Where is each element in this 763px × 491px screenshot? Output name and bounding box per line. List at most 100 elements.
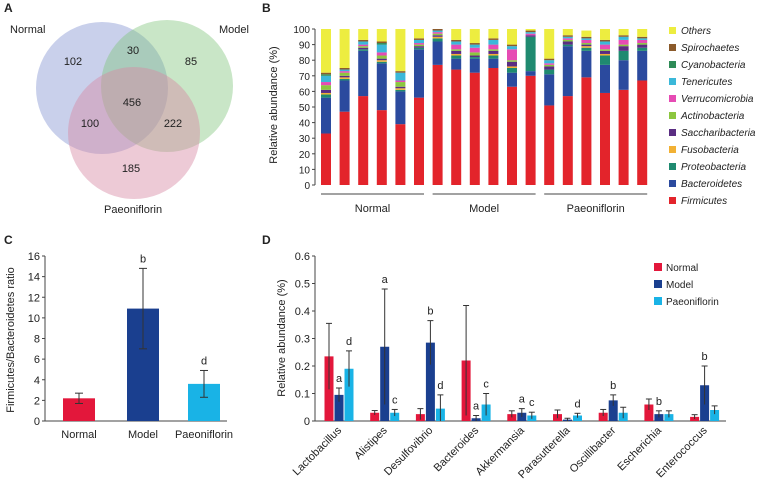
genus-bar-paeoniflorin	[710, 410, 720, 421]
genus-significance-letter: a	[336, 373, 343, 385]
stacked-segment-firmicutes	[507, 86, 517, 185]
stacked-segment-verrucomicrobia	[544, 63, 555, 65]
stacked-segment-fusobacteria	[507, 66, 517, 68]
stacked-segment-saccharibacteria	[488, 50, 499, 54]
genus-bar-chart: Relative abundance (%) 0 0.1 0.2 0.3 0.4 0.5 0…	[276, 251, 726, 481]
legend-swatch-saccharibacteria	[669, 129, 676, 136]
legend-label: Paeoniflorin	[666, 297, 719, 308]
ratio-significance-letter: d	[201, 355, 207, 367]
genus-bar-normal	[507, 414, 517, 421]
stacked-segment-firmicutes	[432, 64, 443, 185]
venn-label-paeoniflorin: Paeoniflorin	[104, 204, 162, 216]
stacked-segment-others	[395, 29, 406, 72]
genus-significance-letter: c	[483, 379, 489, 391]
panel-d-letter: D	[262, 233, 271, 247]
legend-swatch-cyanobacteria	[669, 61, 676, 68]
panel-c-y-tick-label: 10	[28, 313, 40, 325]
stacked-segment-saccharibacteria	[432, 35, 443, 37]
stacked-segment-firmicutes	[525, 75, 536, 185]
stacked-segment-cyanobacteria	[376, 43, 387, 45]
stacked-segment-actinobacteria	[414, 44, 424, 47]
stacked-segment-fusobacteria	[395, 88, 406, 90]
stacked-segment-proteobacteria	[451, 55, 462, 59]
stacked-segment-firmicutes	[376, 110, 387, 185]
panel-c-y-tick-label: 6	[34, 354, 40, 366]
panel-b-y-axis: 0 10 20 30 40 50 60 70 80 90 100	[293, 25, 316, 192]
stacked-segment-bacteroidetes	[618, 60, 629, 90]
genus-x-tick-label: Bacteroides	[432, 424, 482, 474]
stacked-segment-proteobacteria	[414, 47, 424, 50]
legend-swatch-fusobacteria	[669, 146, 676, 153]
stacked-segment-others	[618, 29, 629, 36]
stacked-segment-verrucomicrobia	[414, 43, 424, 45]
panel-b-y-tick-label: 50	[299, 103, 311, 114]
genus-bar-normal	[370, 412, 380, 421]
panel-b-y-tick-label: 0	[304, 181, 310, 192]
stacked-segment-proteobacteria	[562, 44, 573, 47]
panel-c-letter: C	[4, 233, 13, 247]
stacked-segment-saccharibacteria	[562, 41, 573, 45]
stacked-segment-tenericutes	[581, 38, 592, 40]
stacked-segment-fusobacteria	[339, 77, 350, 79]
stacked-segment-others	[358, 29, 369, 40]
stacked-segment-firmicutes	[358, 96, 369, 185]
stacked-segment-tenericutes	[414, 39, 424, 44]
panel-d-y-tick-label: 0.1	[295, 389, 310, 401]
genus-bar-model	[608, 400, 618, 421]
panel-c-y-tick-label: 4	[34, 375, 40, 387]
stacked-segment-fusobacteria	[488, 53, 499, 56]
stacked-segment-firmicutes	[321, 133, 331, 185]
stacked-segment-firmicutes	[395, 124, 406, 185]
stacked-segment-verrucomicrobia	[600, 44, 610, 50]
venn-count-all: 456	[123, 97, 141, 109]
stacked-segment-saccharibacteria	[507, 61, 517, 67]
stacked-segment-spirochaetes	[451, 39, 462, 42]
stacked-segment-tenericutes	[525, 32, 536, 34]
panel-a-letter: A	[4, 1, 13, 15]
genus-bar-paeoniflorin	[344, 368, 354, 421]
stacked-segment-verrucomicrobia	[339, 71, 350, 73]
stacked-segment-fusobacteria	[321, 92, 331, 95]
stacked-segment-tenericutes	[376, 44, 387, 53]
stacked-segment-proteobacteria	[637, 47, 648, 51]
stacked-segment-saccharibacteria	[618, 46, 629, 51]
stacked-segment-proteobacteria	[469, 57, 480, 59]
stacked-segment-firmicutes	[600, 92, 610, 185]
stacked-segment-verrucomicrobia	[451, 44, 462, 50]
ratio-significance-letter: b	[140, 253, 146, 265]
stacked-segment-firmicutes	[618, 89, 629, 185]
legend-swatch-model	[654, 280, 662, 288]
panel-c-y-tick-label: 0	[34, 416, 40, 428]
panel-c-ylabel: Firmicutes/Bacteroidetes ratio	[5, 267, 17, 413]
panel-b-y-tick-label: 90	[299, 41, 311, 52]
stacked-segment-verrucomicrobia	[469, 47, 480, 53]
legend-label: Cyanobacteria	[681, 60, 746, 71]
group-label: Model	[469, 203, 499, 215]
legend-label: Tenericutes	[681, 77, 732, 88]
stacked-segment-tenericutes	[432, 30, 443, 33]
venn-circle-paeoniflorin	[68, 67, 200, 199]
stacked-segment-actinobacteria	[358, 46, 369, 48]
stacked-segment-bacteroidetes	[432, 41, 443, 65]
stacked-segment-bacteroidetes	[488, 58, 499, 68]
stacked-segment-proteobacteria	[507, 68, 517, 73]
legend-swatch-others	[669, 27, 676, 34]
genus-bar-normal	[598, 412, 608, 421]
stacked-segment-others	[414, 29, 424, 39]
stacked-segment-bacteroidetes	[544, 74, 555, 106]
stacked-segment-verrucomicrobia	[637, 39, 648, 44]
stacked-segment-proteobacteria	[618, 50, 629, 61]
stacked-segment-others	[488, 29, 499, 39]
genus-significance-letter: a	[382, 274, 389, 286]
stacked-segment-tenericutes	[488, 39, 499, 45]
panel-c-y-tick-label: 16	[28, 251, 40, 263]
stacked-segment-bacteroidetes	[507, 72, 517, 87]
stacked-segment-saccharibacteria	[414, 46, 424, 48]
stacked-segment-others	[507, 29, 517, 45]
stacked-segment-saccharibacteria	[395, 86, 406, 89]
stacked-segment-bacteroidetes	[469, 58, 480, 73]
ratio-x-tick-label: Model	[128, 429, 158, 441]
legend-swatch-normal	[654, 263, 662, 271]
legend-swatch-verrucomicrobia	[669, 95, 676, 102]
stacked-segment-saccharibacteria	[600, 50, 610, 54]
